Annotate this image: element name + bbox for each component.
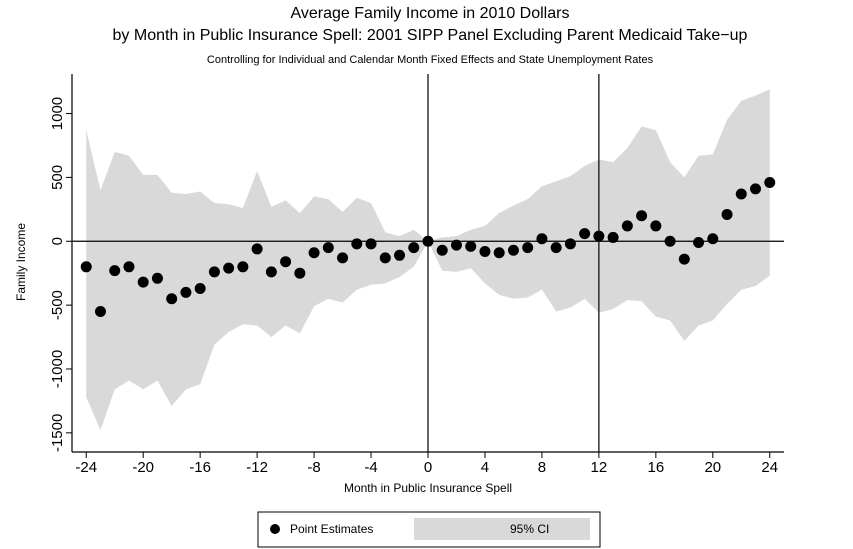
y-tick-label: 0 — [49, 237, 66, 245]
x-tick-label: -24 — [75, 459, 97, 476]
point — [664, 235, 676, 247]
point — [251, 243, 263, 255]
chart-title: Average Family Income in 2010 Dollars — [291, 5, 570, 22]
point — [166, 293, 178, 305]
point — [550, 242, 562, 254]
point — [180, 286, 192, 298]
point — [764, 177, 776, 189]
point — [678, 253, 690, 265]
chart-title-2: by Month in Public Insurance Spell: 2001… — [113, 27, 748, 44]
point — [707, 233, 719, 245]
point — [621, 220, 633, 232]
point — [536, 233, 548, 245]
point — [522, 242, 534, 254]
point — [450, 239, 462, 251]
point — [109, 265, 121, 277]
point — [507, 244, 519, 256]
point — [564, 238, 576, 250]
point — [137, 276, 149, 288]
point — [422, 235, 434, 247]
point — [280, 256, 292, 268]
point — [721, 208, 733, 220]
point — [750, 183, 762, 195]
point — [650, 220, 662, 232]
point — [194, 283, 206, 295]
point — [693, 237, 705, 249]
x-tick-label: 20 — [704, 459, 721, 476]
x-tick-label: -12 — [246, 459, 268, 476]
point — [607, 231, 619, 243]
point — [237, 261, 249, 273]
point — [208, 266, 220, 278]
point — [579, 228, 591, 240]
legend-label: Point Estimates — [290, 522, 373, 536]
x-tick-label: 16 — [647, 459, 664, 476]
point — [351, 238, 363, 250]
x-tick-label: 8 — [538, 459, 546, 476]
x-tick-label: 24 — [761, 459, 778, 476]
y-tick-label: -500 — [49, 290, 66, 320]
point — [322, 242, 334, 254]
point — [80, 261, 92, 273]
point — [223, 262, 235, 274]
point — [365, 238, 377, 250]
x-tick-label: -20 — [132, 459, 154, 476]
x-axis-label: Month in Public Insurance Spell — [344, 481, 512, 495]
point — [593, 230, 605, 242]
x-tick-label: 12 — [591, 459, 608, 476]
y-tick-label: 1000 — [49, 97, 66, 130]
point — [294, 267, 306, 279]
point — [308, 247, 320, 259]
x-tick-label: 4 — [481, 459, 489, 476]
point — [394, 249, 406, 261]
y-tick-label: 500 — [49, 165, 66, 190]
point — [379, 252, 391, 264]
point — [493, 247, 505, 259]
point — [337, 252, 349, 264]
point — [436, 244, 448, 256]
legend-label: 95% CI — [510, 522, 549, 536]
legend-marker — [270, 524, 280, 534]
point — [94, 306, 106, 318]
point — [123, 261, 135, 273]
point — [151, 272, 163, 284]
point — [465, 240, 477, 252]
point — [408, 242, 420, 254]
x-tick-label: -8 — [307, 459, 320, 476]
chart-subtitle: Controlling for Individual and Calendar … — [207, 54, 654, 66]
x-tick-label: 0 — [424, 459, 432, 476]
point — [735, 188, 747, 200]
legend-swatch — [414, 518, 590, 540]
x-tick-label: -16 — [189, 459, 211, 476]
point — [479, 245, 491, 257]
point — [636, 210, 648, 222]
x-tick-label: -4 — [364, 459, 377, 476]
y-tick-label: -1000 — [49, 350, 66, 388]
point — [265, 266, 277, 278]
y-tick-label: -1500 — [49, 414, 66, 452]
y-axis-label: Family Income — [14, 223, 28, 301]
